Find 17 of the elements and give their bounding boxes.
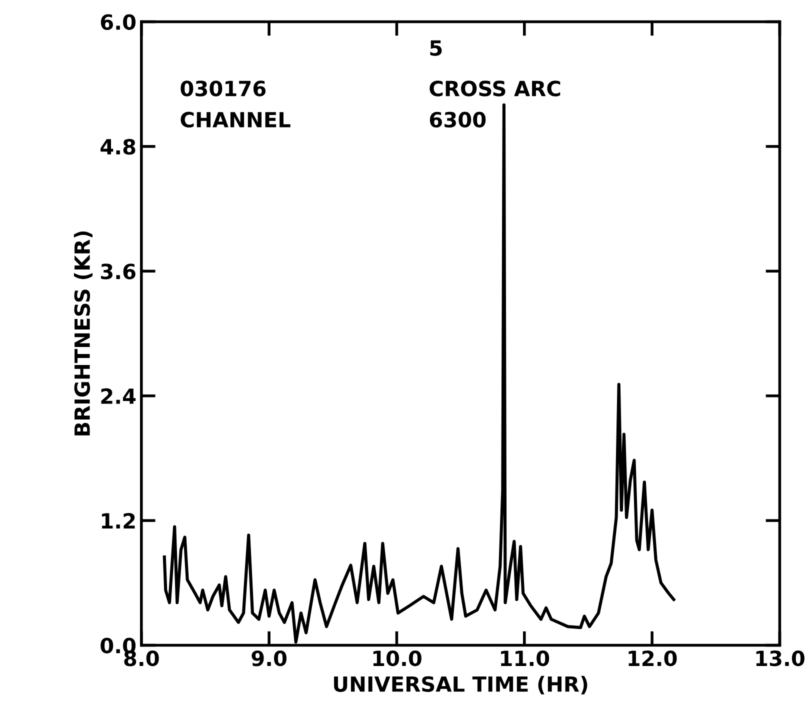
x-tick-label: 13.0 bbox=[756, 650, 804, 666]
annotation: 5 bbox=[430, 40, 442, 56]
x-axis-title: UNIVERSAL TIME (HR) bbox=[334, 676, 588, 694]
annotation: CROSS ARC bbox=[430, 80, 560, 96]
y-tick-label: 4.8 bbox=[100, 138, 136, 155]
x-tick-label: 12.0 bbox=[628, 650, 677, 666]
y-tick-label: 1.2 bbox=[102, 513, 135, 528]
y-tick-label: 3.6 bbox=[101, 264, 136, 280]
y-axis-title: BRIGHTNESS (KR) bbox=[74, 231, 92, 436]
x-tick-label: 10.0 bbox=[373, 650, 422, 666]
annotation: CHANNEL bbox=[180, 112, 290, 128]
annotation: 6300 bbox=[430, 112, 486, 128]
x-tick-label: 9.0 bbox=[252, 650, 287, 666]
annotation: 030176 bbox=[180, 80, 266, 96]
x-tick-label: 11.0 bbox=[501, 650, 550, 666]
y-tick-label: 6.0 bbox=[100, 14, 136, 30]
y-tick-label: 2.4 bbox=[101, 388, 136, 404]
